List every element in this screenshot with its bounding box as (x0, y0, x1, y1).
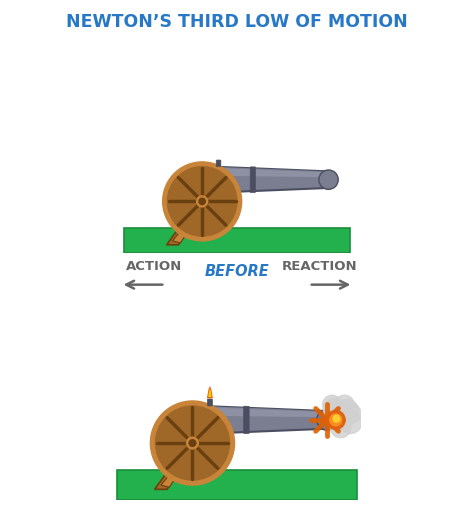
Circle shape (317, 410, 337, 430)
Polygon shape (182, 405, 327, 417)
Polygon shape (155, 445, 195, 489)
Circle shape (187, 176, 194, 183)
Circle shape (197, 196, 208, 207)
Circle shape (150, 401, 235, 485)
Circle shape (178, 418, 182, 422)
Circle shape (335, 395, 354, 415)
Polygon shape (193, 166, 328, 193)
Circle shape (187, 437, 198, 449)
Polygon shape (182, 405, 327, 435)
Text: ACTION: ACTION (126, 260, 182, 273)
Text: REACTION: REACTION (282, 260, 357, 273)
Circle shape (189, 440, 196, 446)
Polygon shape (167, 204, 204, 245)
FancyBboxPatch shape (208, 399, 212, 406)
Polygon shape (161, 447, 196, 487)
Circle shape (330, 414, 342, 426)
Circle shape (323, 398, 346, 421)
FancyBboxPatch shape (117, 470, 357, 500)
Circle shape (333, 415, 340, 422)
Circle shape (188, 177, 193, 182)
Circle shape (326, 411, 345, 429)
Circle shape (319, 170, 338, 189)
Text: NEWTON’S THIRD LOW OF MOTION: NEWTON’S THIRD LOW OF MOTION (66, 13, 408, 31)
Circle shape (374, 416, 388, 429)
FancyBboxPatch shape (244, 406, 249, 433)
Circle shape (327, 403, 354, 431)
FancyBboxPatch shape (213, 165, 218, 194)
Circle shape (320, 171, 337, 188)
Circle shape (155, 406, 229, 480)
Circle shape (318, 411, 336, 429)
Polygon shape (173, 206, 206, 243)
Circle shape (167, 167, 237, 236)
FancyBboxPatch shape (216, 160, 221, 167)
FancyBboxPatch shape (124, 228, 350, 252)
Circle shape (176, 416, 184, 424)
Polygon shape (207, 386, 213, 398)
FancyBboxPatch shape (250, 167, 255, 192)
Circle shape (376, 416, 382, 420)
Circle shape (163, 162, 242, 241)
Circle shape (339, 411, 362, 433)
Circle shape (335, 399, 359, 423)
Polygon shape (208, 388, 211, 397)
Circle shape (199, 198, 205, 205)
Text: BEFORE: BEFORE (205, 264, 269, 279)
FancyBboxPatch shape (204, 405, 209, 435)
Circle shape (323, 395, 341, 414)
Circle shape (342, 405, 361, 423)
Polygon shape (193, 166, 328, 177)
Circle shape (330, 417, 351, 438)
